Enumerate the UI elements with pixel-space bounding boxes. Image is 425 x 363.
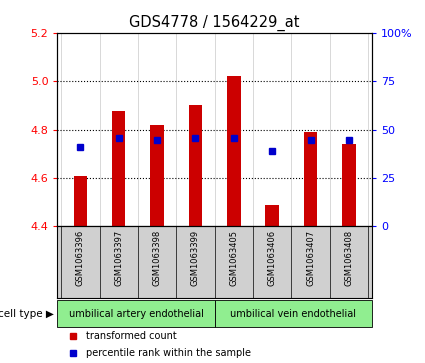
Text: GSM1063399: GSM1063399 bbox=[191, 230, 200, 286]
Text: GSM1063405: GSM1063405 bbox=[230, 230, 238, 286]
Text: GSM1063407: GSM1063407 bbox=[306, 230, 315, 286]
Bar bbox=[304, 132, 317, 227]
Text: GSM1063408: GSM1063408 bbox=[344, 230, 353, 286]
Text: cell type ▶: cell type ▶ bbox=[0, 309, 54, 319]
Title: GDS4778 / 1564229_at: GDS4778 / 1564229_at bbox=[129, 15, 300, 31]
Text: GSM1063398: GSM1063398 bbox=[153, 230, 162, 286]
Bar bbox=[342, 144, 356, 227]
Bar bbox=[189, 105, 202, 227]
Text: GSM1063406: GSM1063406 bbox=[268, 230, 277, 286]
Text: percentile rank within the sample: percentile rank within the sample bbox=[86, 348, 251, 358]
Bar bbox=[266, 205, 279, 227]
Text: umbilical artery endothelial: umbilical artery endothelial bbox=[68, 309, 204, 319]
FancyBboxPatch shape bbox=[57, 300, 215, 327]
Text: transformed count: transformed count bbox=[86, 331, 176, 340]
Text: GSM1063397: GSM1063397 bbox=[114, 230, 123, 286]
Bar bbox=[74, 176, 87, 227]
Text: umbilical vein endothelial: umbilical vein endothelial bbox=[230, 309, 356, 319]
Text: GSM1063396: GSM1063396 bbox=[76, 230, 85, 286]
FancyBboxPatch shape bbox=[215, 300, 372, 327]
Bar bbox=[112, 111, 125, 227]
Bar bbox=[227, 76, 241, 227]
Bar bbox=[150, 125, 164, 227]
